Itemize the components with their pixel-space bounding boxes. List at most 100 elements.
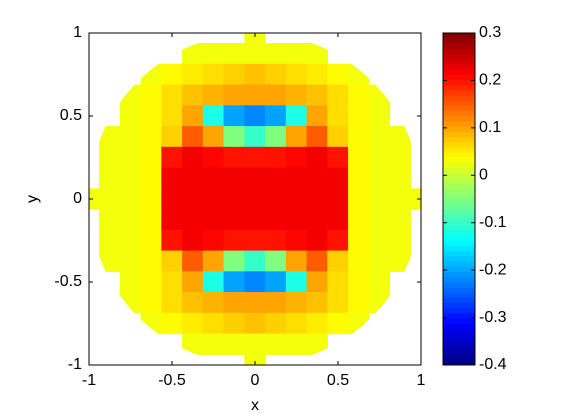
heat-cell [348, 167, 370, 189]
heat-cell [244, 250, 266, 272]
heat-cell [265, 167, 287, 189]
heat-cell [285, 312, 308, 335]
colorbar-band [443, 281, 475, 288]
heat-cell [202, 292, 225, 314]
heat-cell [182, 146, 204, 169]
heat-cell [389, 250, 411, 272]
heat-cell [202, 126, 225, 148]
heat-cell [327, 271, 349, 293]
heat-cell [285, 333, 308, 355]
heat-cell [202, 271, 225, 293]
heat-cell [223, 292, 245, 314]
heat-cell [368, 188, 391, 210]
heat-cell [348, 250, 370, 272]
heat-cell [223, 312, 245, 335]
heat-cell [140, 84, 162, 106]
heat-cell [119, 188, 142, 210]
colorbar-band [443, 177, 475, 184]
heat-cell [327, 84, 349, 106]
heat-cell [202, 250, 225, 272]
heat-cell [265, 84, 287, 106]
heat-cell [327, 188, 349, 210]
heat-cell [244, 333, 266, 355]
heat-cell [306, 292, 328, 314]
heat-cell [306, 188, 328, 210]
heat-cell [99, 146, 121, 169]
colorbar-band [443, 167, 475, 174]
heat-cell [244, 43, 266, 65]
colorbar-band [443, 152, 475, 158]
heat-cell [140, 167, 162, 189]
colorbar-band [443, 131, 475, 138]
colorbar-tick-label: 0.1 [479, 119, 501, 136]
x-tick-label: 0 [251, 372, 260, 389]
heat-cell [244, 271, 266, 293]
heat-cell [182, 209, 204, 231]
heat-cell [285, 167, 308, 189]
heat-cell [161, 167, 183, 189]
heat-cell [161, 312, 183, 335]
colorbar-band [443, 323, 475, 329]
heat-cell [244, 33, 266, 44]
heat-cell [265, 126, 287, 148]
heat-cell [202, 188, 225, 210]
colorbar-band [443, 157, 475, 163]
heat-cell [161, 250, 183, 272]
colorbar-band [443, 188, 475, 195]
colorbar-band [443, 141, 475, 148]
colorbar-band [443, 94, 475, 101]
colorbar-band [443, 240, 475, 246]
heat-cell [368, 126, 391, 148]
colorbar-band [443, 214, 475, 221]
colorbar-band [443, 255, 475, 262]
colorbar-band [443, 338, 475, 345]
heat-cell [348, 271, 370, 293]
colorbar-band [443, 286, 475, 293]
heat-cell [202, 167, 225, 189]
colorbar-band [443, 146, 475, 153]
x-tick-label: 0.5 [327, 372, 349, 389]
colorbar-band [443, 245, 475, 252]
colorbar-band [443, 333, 475, 340]
heat-cell [306, 312, 328, 335]
colorbar-band [443, 343, 475, 350]
heat-cell [223, 146, 245, 169]
heat-cell [99, 126, 121, 148]
colorbar-band [443, 349, 475, 355]
heat-cell [265, 63, 287, 86]
colorbar-band [443, 105, 475, 112]
heat-cell [140, 188, 162, 210]
heat-cell [306, 43, 328, 65]
heat-cell [182, 333, 204, 355]
x-tick-label: 1 [417, 372, 426, 389]
colorbar-tick-label: 0.3 [479, 24, 501, 41]
heat-cell [182, 250, 204, 272]
heat-cell [161, 84, 183, 106]
colorbar-tick-label: 0 [479, 167, 488, 184]
y-tick-label: -1 [68, 356, 82, 373]
heat-cell [161, 271, 183, 293]
heat-cell [348, 229, 370, 252]
heat-cell [306, 63, 328, 86]
colorbar-band [443, 37, 475, 44]
heat-cell [99, 167, 121, 189]
colorbar-band [443, 32, 475, 39]
heat-cell [161, 146, 183, 169]
heat-cell [389, 229, 411, 252]
colorbar-band [443, 193, 475, 200]
heat-cell [348, 146, 370, 169]
heat-cell [244, 292, 266, 314]
colorbar-band [443, 229, 475, 236]
heat-cell [265, 229, 287, 252]
heat-cell [119, 229, 142, 252]
heat-cell [285, 271, 308, 293]
heat-cell [119, 105, 142, 127]
heat-cell [327, 105, 349, 127]
heat-cell [327, 312, 349, 335]
heat-cell [285, 209, 308, 231]
heat-cell [223, 105, 245, 127]
colorbar-band [443, 260, 475, 267]
colorbar-band [443, 84, 475, 91]
colorbar-band [443, 162, 475, 169]
heat-cell [223, 84, 245, 106]
